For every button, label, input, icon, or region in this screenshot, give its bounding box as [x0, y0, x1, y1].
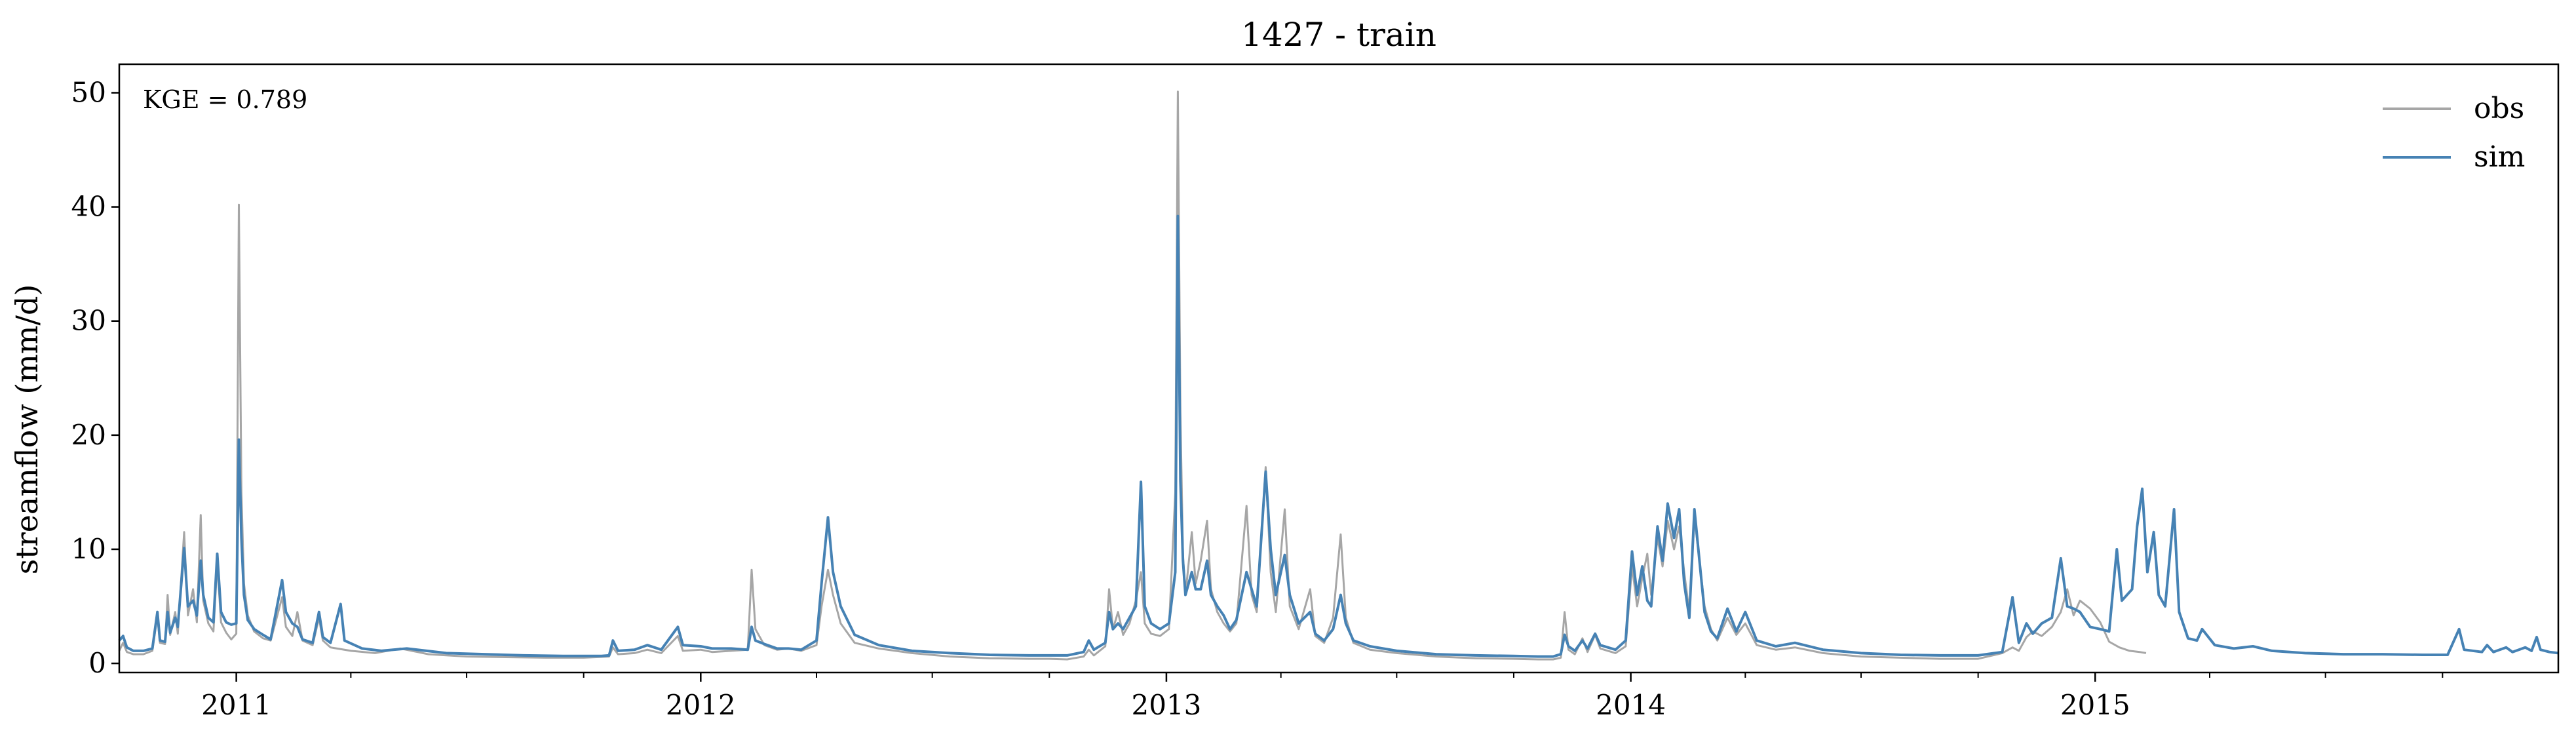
y-tick-label: 40 [71, 191, 106, 223]
y-axis-label: streamflow (mm/d) [9, 284, 45, 575]
legend-obs-label: obs [2474, 92, 2524, 125]
legend-sim-label: sim [2474, 140, 2525, 174]
y-tick-label: 20 [71, 419, 106, 451]
y-tick-label: 30 [71, 305, 106, 337]
x-tick-label: 2014 [1596, 689, 1666, 721]
y-tick-label: 10 [71, 533, 106, 565]
x-tick-label: 2011 [201, 689, 271, 721]
series-lines [118, 90, 2559, 661]
y-tick-label: 0 [88, 647, 106, 679]
axis-ticks: 0 10 20 30 40 50 2011 2012 2013 2014 2015 [71, 77, 2444, 721]
y-tick-label: 50 [71, 77, 106, 109]
plot-frame [118, 63, 2560, 674]
legend: obs sim [2383, 92, 2525, 174]
series-line-sim [118, 214, 2559, 658]
x-tick-label: 2012 [666, 689, 736, 721]
x-tick-label: 2013 [1131, 689, 1201, 721]
kge-annotation: KGE = 0.789 [143, 85, 307, 114]
x-tick-label: 2015 [2060, 689, 2130, 721]
series-line-obs [118, 90, 2147, 661]
chart-title: 1427 - train [1241, 16, 1436, 54]
